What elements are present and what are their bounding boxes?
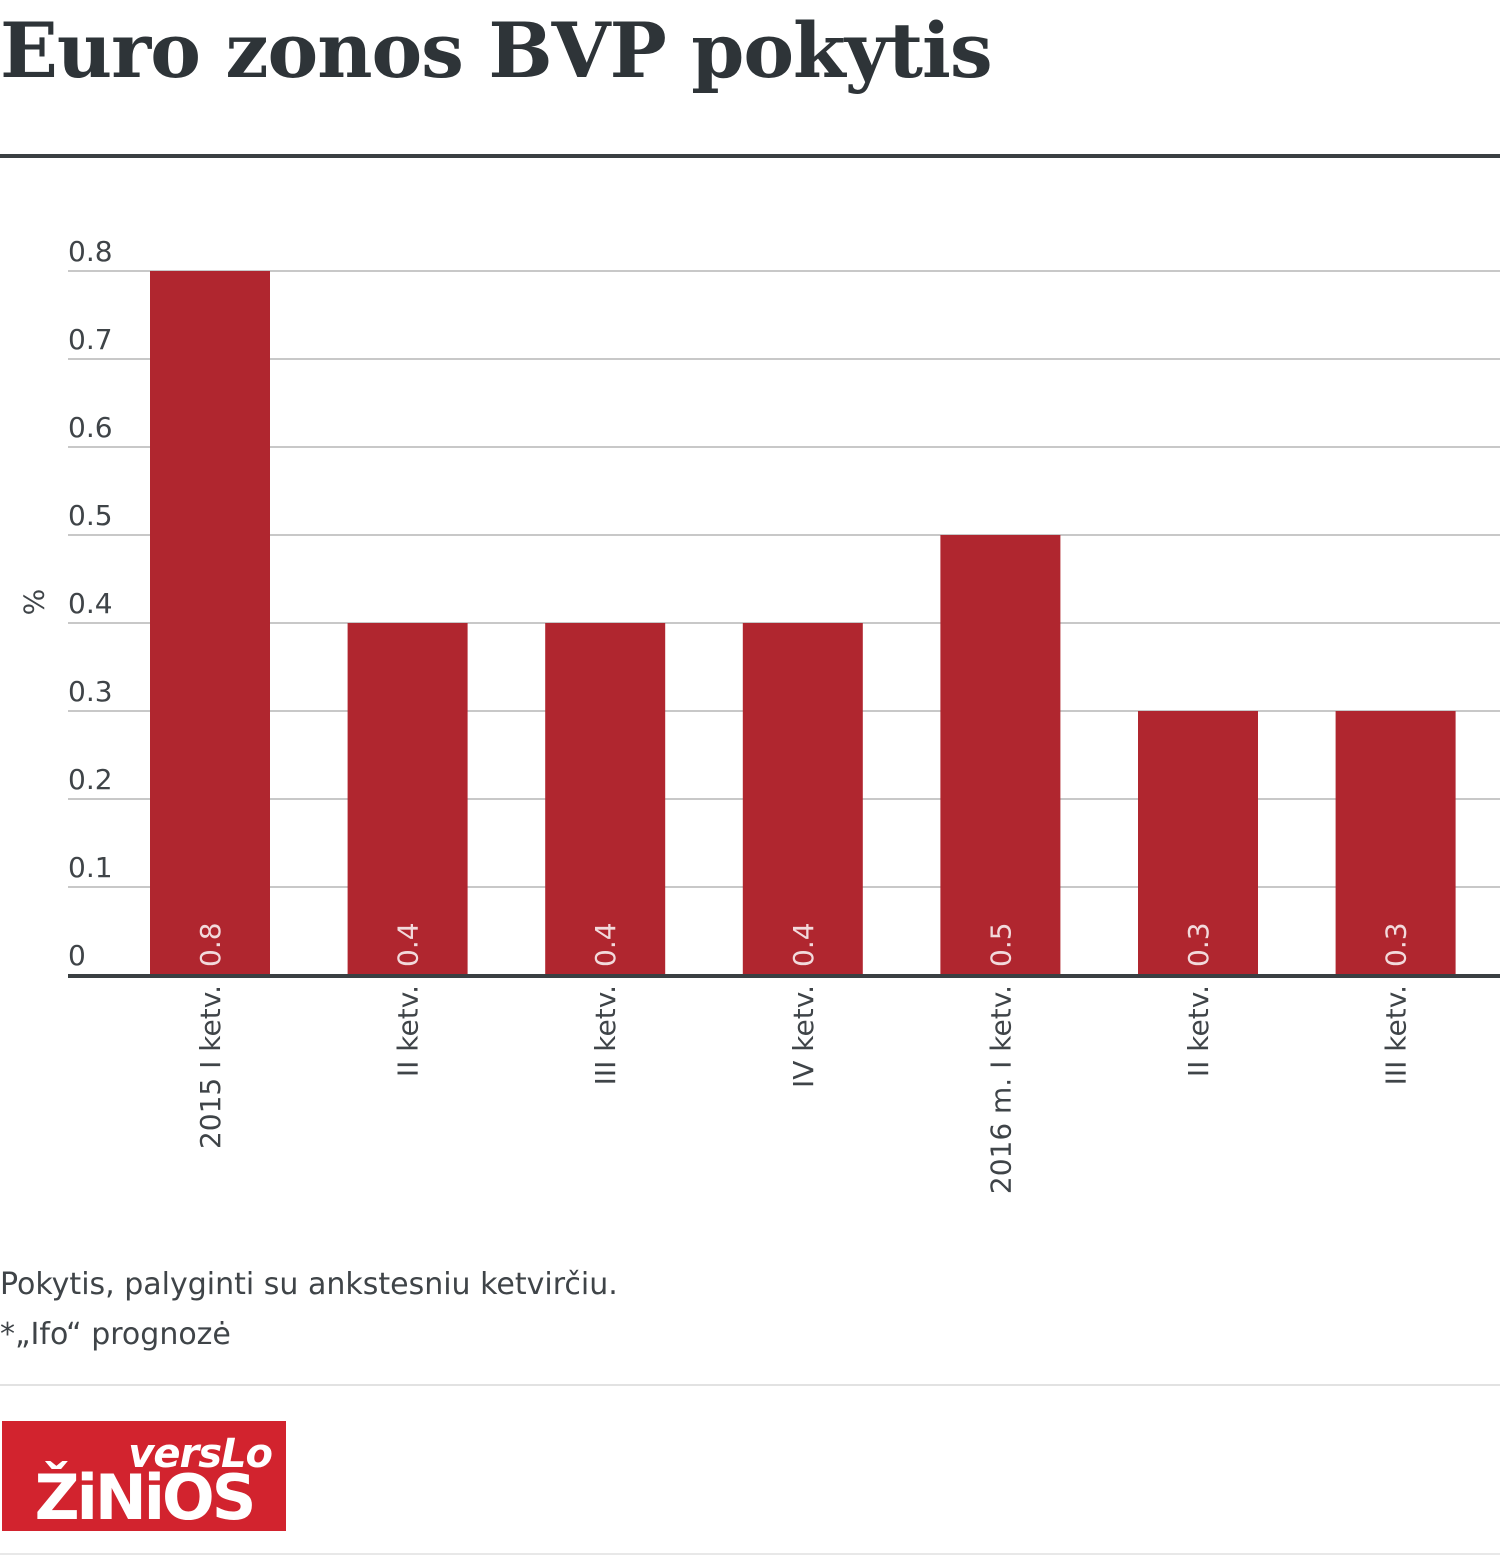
bar-value-label: 0.3 — [1182, 922, 1215, 967]
y-tick-label: 0.8 — [68, 235, 113, 268]
bar — [1335, 711, 1456, 975]
bar — [347, 623, 468, 975]
bar-chart: 00.10.20.30.40.50.60.70.8 0.8 0.4 0.4 0.4 0.… — [17, 235, 1500, 1194]
bar-value-label: 0.4 — [589, 922, 622, 967]
bar — [940, 535, 1061, 975]
bar — [150, 271, 270, 975]
x-category-label: II ketv. — [1182, 985, 1215, 1077]
y-tick-label: 0.1 — [68, 851, 113, 884]
title-divider — [0, 154, 1500, 158]
bar-value-label: 0.8 — [194, 922, 227, 967]
y-tick-label: 0.6 — [68, 411, 113, 444]
y-tick-label: 0.5 — [68, 499, 113, 532]
verslo-zinios-logo: versLo ŽiNiOS — [2, 1421, 286, 1531]
x-axis-labels: 2015 I ketv. II ketv. III ketv. IV ketv. 201… — [194, 985, 1413, 1194]
x-category-label: IV ketv. — [787, 985, 820, 1088]
y-tick-label: 0.4 — [68, 587, 113, 620]
x-category-label: III ketv. — [1380, 985, 1413, 1085]
x-category-label: II ketv. — [392, 985, 425, 1077]
bar-value-label: 0.3 — [1380, 922, 1413, 967]
bar-value-label: 0.4 — [392, 922, 425, 967]
page-title: Euro zonos BVP pokytis — [0, 6, 993, 95]
y-tick-label: 0.2 — [68, 763, 113, 796]
x-category-label: 2016 m. I ketv. — [984, 985, 1017, 1194]
y-tick-label: 0.7 — [68, 323, 113, 356]
source-note: *„Ifo“ prognozė — [0, 1317, 231, 1352]
y-axis-label: % — [17, 589, 50, 616]
bottom-border — [0, 1553, 1500, 1555]
y-axis-ticks: 0 0.1 0.2 0.3 0.4 0.5 0.6 0.7 0.8 — [68, 235, 113, 972]
bar — [545, 623, 666, 975]
y-tick-label: 0 — [68, 939, 86, 972]
x-category-label: 2015 I ketv. — [194, 985, 227, 1149]
bars: 0.8 0.4 0.4 0.4 0.5 0.3 0.3 — [68, 271, 1500, 978]
x-category-label: III ketv. — [589, 985, 622, 1085]
bar — [742, 623, 863, 975]
bar — [1138, 711, 1258, 975]
logo-line-2: ŽiNiOS — [35, 1461, 254, 1531]
logo-line-1: versLo — [128, 1431, 272, 1477]
chart-note: Pokytis, palyginti su ankstesniu ketvirč… — [0, 1267, 618, 1302]
bar-value-label: 0.4 — [787, 922, 820, 967]
bar-value-label: 0.5 — [984, 922, 1017, 967]
logo-background — [2, 1421, 286, 1531]
footer-divider — [0, 1384, 1500, 1386]
y-tick-label: 0.3 — [68, 675, 113, 708]
